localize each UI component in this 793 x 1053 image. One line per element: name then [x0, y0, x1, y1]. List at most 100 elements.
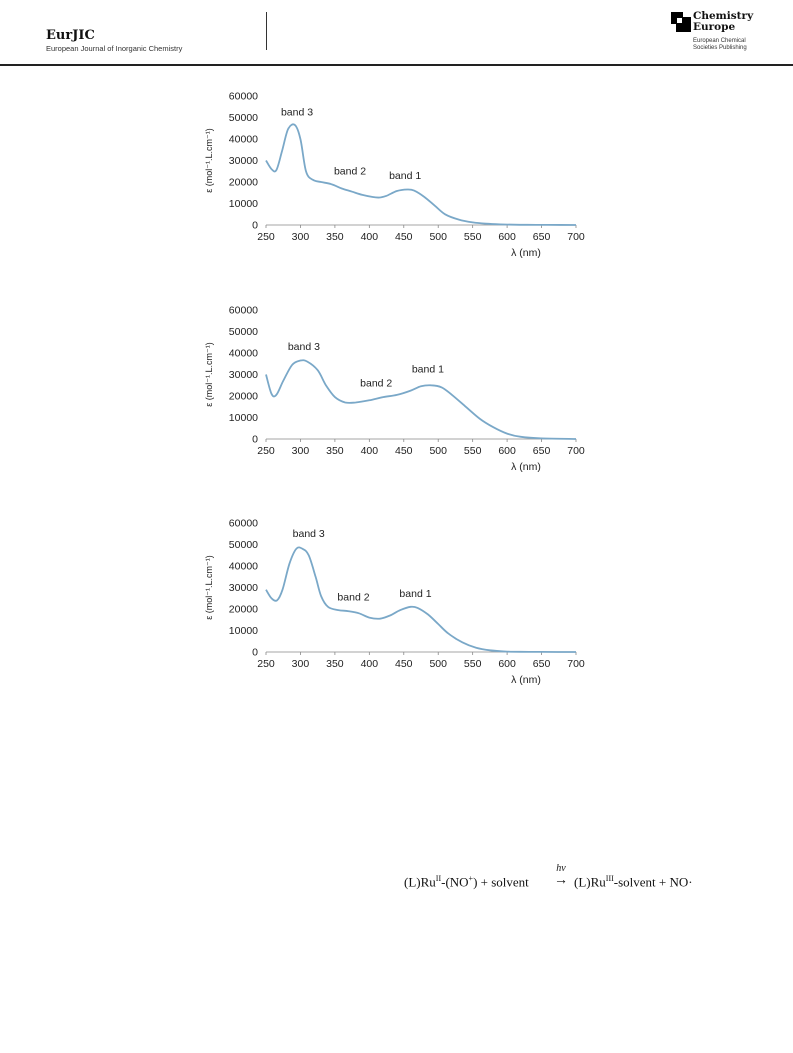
reaction-arrow: hv → — [551, 864, 571, 888]
band-label: band 1 — [412, 363, 444, 375]
x-tick-label: 600 — [498, 658, 516, 670]
y-tick-label: 50000 — [229, 326, 258, 338]
y-tick-label: 50000 — [229, 539, 258, 551]
chart-svg: 0 10000 20000 30000 40000 50000 60000 250 300 350… — [204, 91, 585, 260]
y-tick-label: 60000 — [229, 305, 258, 317]
y-tick-label: 10000 — [229, 198, 258, 210]
arrow-icon: → — [554, 873, 568, 888]
x-tick-label: 600 — [498, 445, 516, 457]
x-tick-label: 450 — [395, 231, 413, 243]
x-tick-label: 250 — [257, 658, 275, 670]
x-tick-label: 400 — [361, 658, 379, 670]
publisher-name: Chemistry Europe — [693, 11, 753, 33]
y-tick-label: 10000 — [229, 412, 258, 424]
y-axis-label: ε (mol⁻¹.L.cm⁻¹) — [204, 342, 214, 407]
x-tick-label: 650 — [533, 445, 551, 457]
y-tick-label: 0 — [252, 220, 258, 232]
x-tick-label: 500 — [429, 445, 447, 457]
header-divider — [266, 12, 267, 50]
eq-hv: hv — [556, 863, 566, 874]
y-tick-label: 10000 — [229, 625, 258, 637]
page-header: EurJIC European Journal of Inorganic Che… — [0, 0, 793, 66]
y-axis-label: ε (mol⁻¹.L.cm⁻¹) — [204, 555, 214, 620]
x-tick-label: 300 — [292, 658, 310, 670]
x-tick-label: 350 — [326, 658, 344, 670]
x-tick-label: 250 — [257, 231, 275, 243]
eq-left: (L)Ru — [404, 874, 436, 890]
x-tick-label: 700 — [567, 658, 585, 670]
y-tick-label: 30000 — [229, 582, 258, 594]
eq-right-tail: -solvent + NO· — [613, 874, 693, 890]
x-tick-label: 300 — [292, 445, 310, 457]
eq-left-tail-sup: + — [468, 874, 474, 883]
x-tick-label: 600 — [498, 231, 516, 243]
x-axis-label: λ (nm) — [511, 461, 541, 473]
y-tick-label: 40000 — [229, 134, 258, 146]
photorelease-equation: (L)RuII-(NO+) + solvent hv → (L)RuIII-so… — [404, 860, 744, 900]
y-tick-label: 50000 — [229, 112, 258, 124]
journal-full-name: European Journal of Inorganic Chemistry — [46, 44, 183, 53]
uv-vis-spectrum-chart-1: 0 10000 20000 30000 40000 50000 60000 250 300 350… — [196, 88, 596, 263]
uv-vis-spectrum-chart-2: 0 10000 20000 30000 40000 50000 60000 250 300 350… — [196, 302, 596, 477]
band-label: band 1 — [389, 170, 421, 182]
chemistry-europe-logo-icon — [671, 12, 691, 32]
band-label: band 3 — [281, 106, 313, 118]
band-label: band 3 — [293, 528, 325, 540]
eq-right: (L)Ru — [574, 874, 606, 890]
x-tick-label: 650 — [533, 231, 551, 243]
band-label: band 2 — [337, 591, 369, 603]
eq-left-tail-end: ) + solvent — [473, 874, 529, 890]
publisher-sub1: European Chemical — [693, 38, 746, 44]
x-axis-label: λ (nm) — [511, 674, 541, 686]
uv-vis-spectrum-chart-3: 0 10000 20000 30000 40000 50000 60000 250 300 350… — [196, 515, 596, 690]
y-tick-label: 20000 — [229, 604, 258, 616]
x-tick-label: 250 — [257, 445, 275, 457]
x-tick-label: 300 — [292, 231, 310, 243]
band-label: band 2 — [360, 377, 392, 389]
y-tick-label: 40000 — [229, 561, 258, 573]
journal-name: EurJIC — [46, 28, 95, 43]
eq-left-tail: -(NO — [441, 874, 469, 890]
y-tick-label: 40000 — [229, 348, 258, 360]
eq-left-sup: II — [435, 874, 442, 883]
chart-svg: 0 10000 20000 30000 40000 50000 60000 250 300 350… — [204, 518, 585, 687]
y-tick-label: 60000 — [229, 518, 258, 530]
publisher-sub2: Societies Publishing — [693, 45, 747, 51]
x-tick-label: 550 — [464, 231, 482, 243]
y-tick-label: 20000 — [229, 177, 258, 189]
x-tick-label: 500 — [429, 658, 447, 670]
x-tick-label: 650 — [533, 658, 551, 670]
publisher-subtitle: European Chemical Societies Publishing — [693, 38, 747, 52]
x-tick-label: 450 — [395, 445, 413, 457]
eq-right-sup: III — [605, 874, 614, 883]
band-label: band 1 — [399, 588, 431, 600]
chart-svg: 0 10000 20000 30000 40000 50000 60000 250 300 350… — [204, 305, 585, 474]
band-label: band 3 — [288, 341, 320, 353]
x-tick-label: 550 — [464, 445, 482, 457]
spectrum-line — [265, 123, 577, 226]
y-tick-label: 60000 — [229, 91, 258, 103]
y-tick-label: 20000 — [229, 391, 258, 403]
x-tick-label: 400 — [361, 445, 379, 457]
publisher-line2: Europe — [693, 21, 736, 33]
y-tick-label: 0 — [252, 647, 258, 659]
equation-products: (L)RuIII-solvent + NO· — [574, 874, 693, 890]
spectrum-line — [265, 359, 577, 440]
x-tick-label: 500 — [429, 231, 447, 243]
x-tick-label: 700 — [567, 445, 585, 457]
x-tick-label: 550 — [464, 658, 482, 670]
publisher-line1: Chemistry — [693, 10, 754, 22]
x-tick-label: 700 — [567, 231, 585, 243]
band-label: band 2 — [334, 165, 366, 177]
x-tick-label: 350 — [326, 445, 344, 457]
x-tick-label: 450 — [395, 658, 413, 670]
x-axis-label: λ (nm) — [511, 247, 541, 259]
x-tick-label: 400 — [361, 231, 379, 243]
y-tick-label: 30000 — [229, 155, 258, 167]
spectrum-line — [265, 546, 577, 653]
equation-reactants: (L)RuII-(NO+) + solvent — [404, 874, 529, 890]
y-tick-label: 30000 — [229, 369, 258, 381]
x-tick-label: 350 — [326, 231, 344, 243]
y-tick-label: 0 — [252, 434, 258, 446]
y-axis-label: ε (mol⁻¹.L.cm⁻¹) — [204, 128, 214, 193]
